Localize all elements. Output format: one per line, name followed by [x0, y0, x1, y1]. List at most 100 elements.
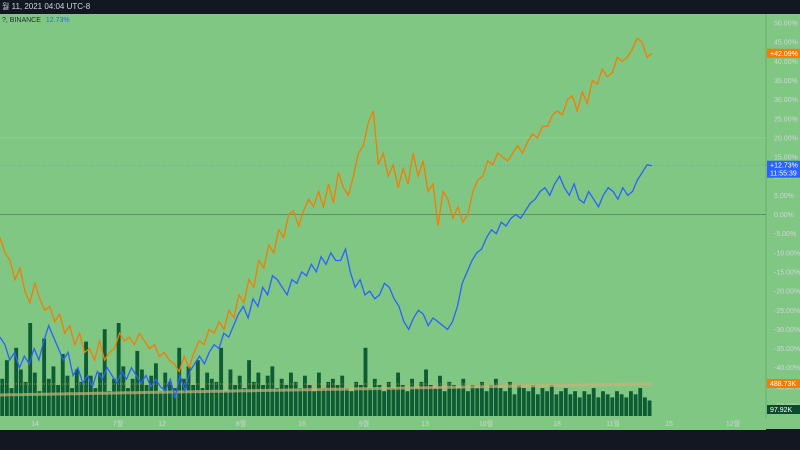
volume-bar: [275, 388, 279, 416]
volume-bar: [153, 363, 158, 416]
y-tick-label: -15.00%: [774, 269, 800, 276]
volume-bar: [554, 394, 559, 416]
volume-bar: [9, 388, 14, 416]
volume-bar: [642, 397, 647, 416]
volume-bar: [610, 397, 615, 416]
volume-bar: [251, 381, 256, 416]
volume-bar: [321, 388, 326, 416]
volume-bar: [545, 391, 550, 416]
volume-bar: [549, 385, 554, 416]
volume-bar: [18, 369, 23, 416]
volume-ma-line: [0, 382, 653, 397]
y-tick-label: 35.00%: [774, 78, 798, 85]
volume-bar: [23, 381, 28, 416]
volume-last-tag: 97.92K: [767, 405, 800, 414]
x-tick-label: 14: [31, 421, 39, 428]
volume-bar: [619, 394, 624, 416]
svg-text:+42.09%: +42.09%: [770, 51, 798, 58]
y-tick-label: -20.00%: [774, 289, 800, 296]
legend-exchange: ?, BINANCE: [2, 17, 41, 24]
volume-bar: [14, 347, 19, 416]
volume-bar: [461, 378, 466, 416]
volume-bar: [195, 360, 200, 416]
y-tick-label: 15.00%: [774, 155, 798, 162]
volume-bar: [577, 397, 582, 416]
volume-bar: [0, 378, 5, 416]
time-axis-background: [0, 418, 766, 430]
volume-bar: [405, 391, 410, 416]
volume-bar: [438, 375, 442, 416]
volume-bar: [582, 391, 587, 416]
x-tick-label: 15: [665, 421, 673, 428]
volume-bar: [507, 381, 512, 416]
svg-text:+12.73%: +12.73%: [770, 163, 798, 170]
volume-bar: [354, 381, 359, 416]
volume-bar: [293, 381, 298, 416]
volume-bar: [479, 381, 484, 416]
volume-bar: [51, 366, 56, 416]
volume-bar: [615, 391, 619, 416]
volume-bar: [386, 381, 391, 416]
volume-bar: [591, 388, 596, 416]
volume-bar: [344, 388, 349, 416]
volume-bar: [638, 388, 643, 416]
volume-bar: [167, 381, 172, 416]
gridlines: [0, 137, 766, 215]
volume-bar: [568, 394, 573, 416]
volume-bar: [414, 388, 419, 416]
volume-bar: [489, 385, 494, 416]
volume-bar: [37, 391, 42, 416]
price-tags: +42.09% +12.73%11:55:39 488.73K 97.92K: [767, 48, 800, 414]
volume-bar: [517, 385, 522, 416]
volume-bar: [526, 391, 531, 416]
volume-bar: [60, 354, 65, 416]
y-tick-label: 20.00%: [774, 135, 798, 142]
y-tick-label: 40.00%: [774, 59, 798, 66]
volume-bar: [382, 391, 387, 416]
volume-bar: [158, 391, 163, 416]
volume-bar: [633, 394, 638, 416]
y-tick-label: 45.00%: [774, 40, 798, 47]
legend-value: 12.73%: [45, 17, 70, 24]
y-tick-label: -10.00%: [774, 250, 800, 257]
volume-bar: [442, 391, 447, 416]
volume-bar: [46, 378, 51, 416]
volume-bar: [130, 378, 135, 416]
volume-bar: [531, 385, 536, 416]
volume-bar: [466, 391, 470, 416]
volume-bar: [647, 400, 652, 416]
volume-bar: [410, 378, 414, 416]
series-line-1: [0, 163, 653, 399]
volume-bar: [512, 394, 517, 416]
volume-bar: [219, 347, 224, 416]
volume-bar: [601, 391, 605, 416]
y-tick-label: 30.00%: [774, 97, 798, 104]
volume-bar: [172, 388, 177, 416]
volume-bar: [116, 323, 121, 416]
volume-bar: [228, 369, 233, 416]
volume-bar: [233, 385, 238, 416]
x-tick-label: 9월: [359, 419, 369, 428]
x-tick-label: 10월: [479, 419, 493, 428]
x-tick-label: 13: [421, 421, 429, 428]
volume-bar: [447, 381, 452, 416]
volume-bar: [149, 375, 154, 416]
volume-bar: [112, 378, 116, 416]
volume-bar: [452, 385, 456, 416]
volume-bar: [163, 372, 168, 416]
volume-bar: [42, 338, 47, 416]
volume-bar: [368, 388, 373, 416]
y-tick-label: -40.00%: [774, 365, 800, 372]
volume-bars: [0, 323, 652, 416]
volume-bar: [456, 388, 461, 416]
volume-bar: [28, 323, 33, 416]
volume-bar: [587, 394, 591, 416]
volume-bar: [126, 388, 130, 416]
price-axis-labels: 50.00% 45.00% 40.00% 35.00% 30.00% 25.00% 20.0…: [774, 21, 800, 411]
y-tick-label: -35.00%: [774, 346, 800, 353]
volume-bar: [493, 378, 498, 416]
volume-bar: [200, 388, 205, 416]
volume-bar: [349, 391, 354, 416]
volume-bar: [209, 378, 214, 416]
